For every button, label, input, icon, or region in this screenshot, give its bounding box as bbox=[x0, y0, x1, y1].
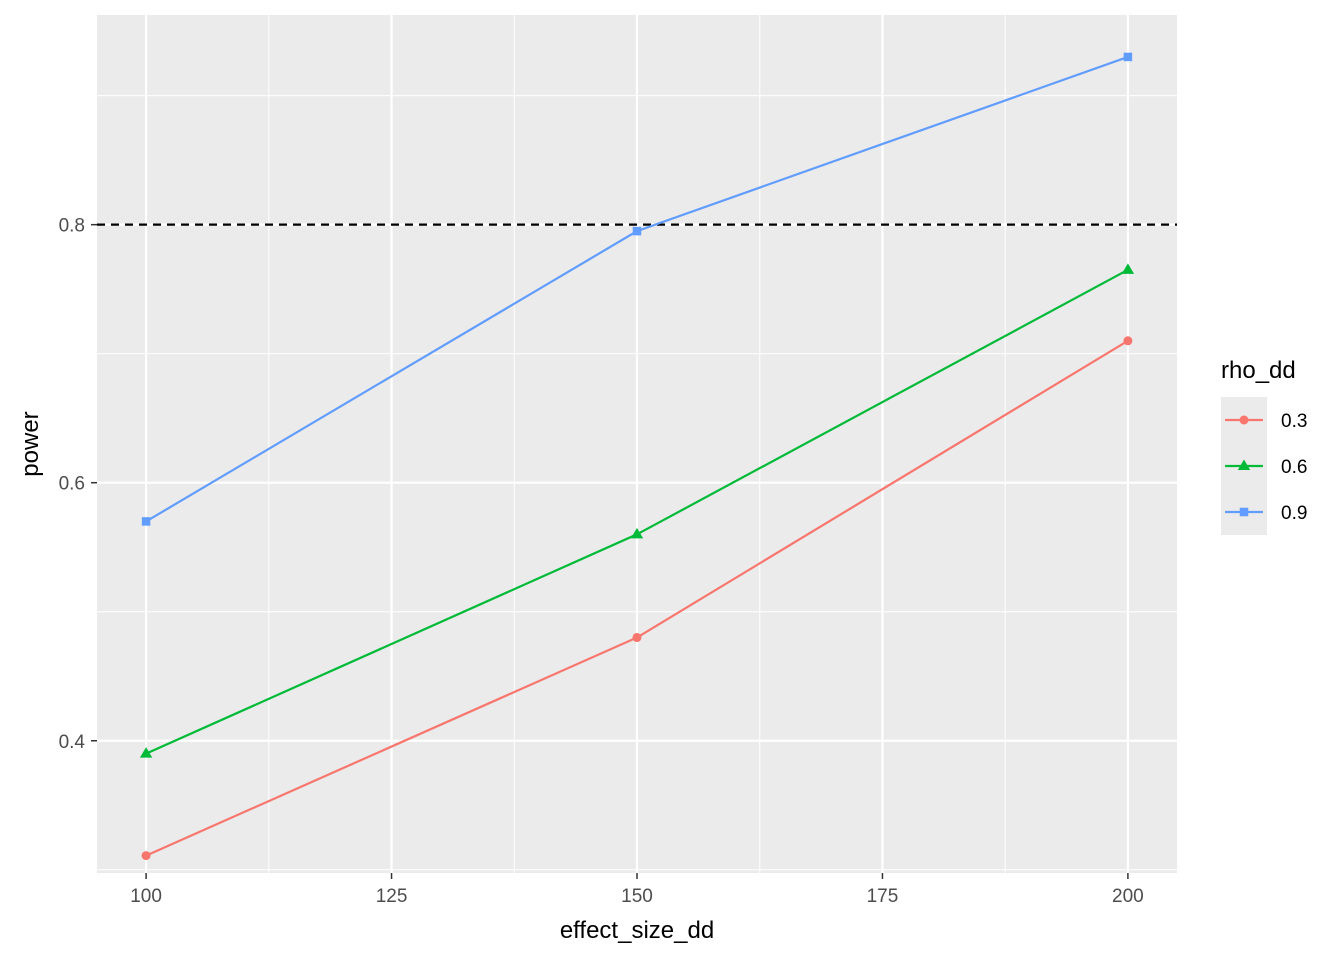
x-tick-label: 125 bbox=[376, 886, 408, 907]
series-markers bbox=[139, 52, 1135, 861]
legend: rho_dd 0.3 0.6 0.9 bbox=[1221, 357, 1307, 535]
data-point-0.9 bbox=[1123, 52, 1133, 62]
y-tick-label: 0.6 bbox=[59, 474, 85, 495]
x-tick-label: 200 bbox=[1112, 886, 1144, 907]
data-point-0.6 bbox=[1121, 263, 1135, 274]
data-point-0.3 bbox=[141, 851, 151, 861]
y-tick-label: 0.4 bbox=[59, 732, 86, 753]
grid-major bbox=[97, 15, 1177, 873]
legend-label: 0.6 bbox=[1281, 457, 1307, 478]
legend-key-marker bbox=[1239, 415, 1249, 425]
legend-label: 0.3 bbox=[1281, 411, 1307, 432]
x-tick-label: 100 bbox=[130, 886, 162, 907]
legend-title: rho_dd bbox=[1221, 357, 1296, 384]
data-point-0.3 bbox=[632, 633, 642, 643]
data-point-0.9 bbox=[632, 226, 642, 236]
legend-key-marker bbox=[1239, 507, 1249, 517]
x-axis: 100 125 150 175 200 bbox=[130, 873, 1144, 907]
data-point-0.3 bbox=[1123, 336, 1133, 346]
data-point-0.6 bbox=[139, 747, 153, 758]
x-tick-label: 150 bbox=[621, 886, 653, 907]
legend-key-marker bbox=[1237, 459, 1251, 471]
data-point-0.6 bbox=[630, 527, 644, 539]
y-axis-title: power bbox=[17, 411, 44, 476]
y-tick-label: 0.8 bbox=[59, 216, 85, 237]
data-point-0.9 bbox=[141, 517, 151, 526]
x-axis-title: effect_size_dd bbox=[560, 917, 714, 944]
x-tick-label: 175 bbox=[867, 886, 899, 907]
legend-label: 0.9 bbox=[1281, 503, 1307, 524]
y-axis: 0.4 0.6 0.8 bbox=[59, 216, 97, 753]
